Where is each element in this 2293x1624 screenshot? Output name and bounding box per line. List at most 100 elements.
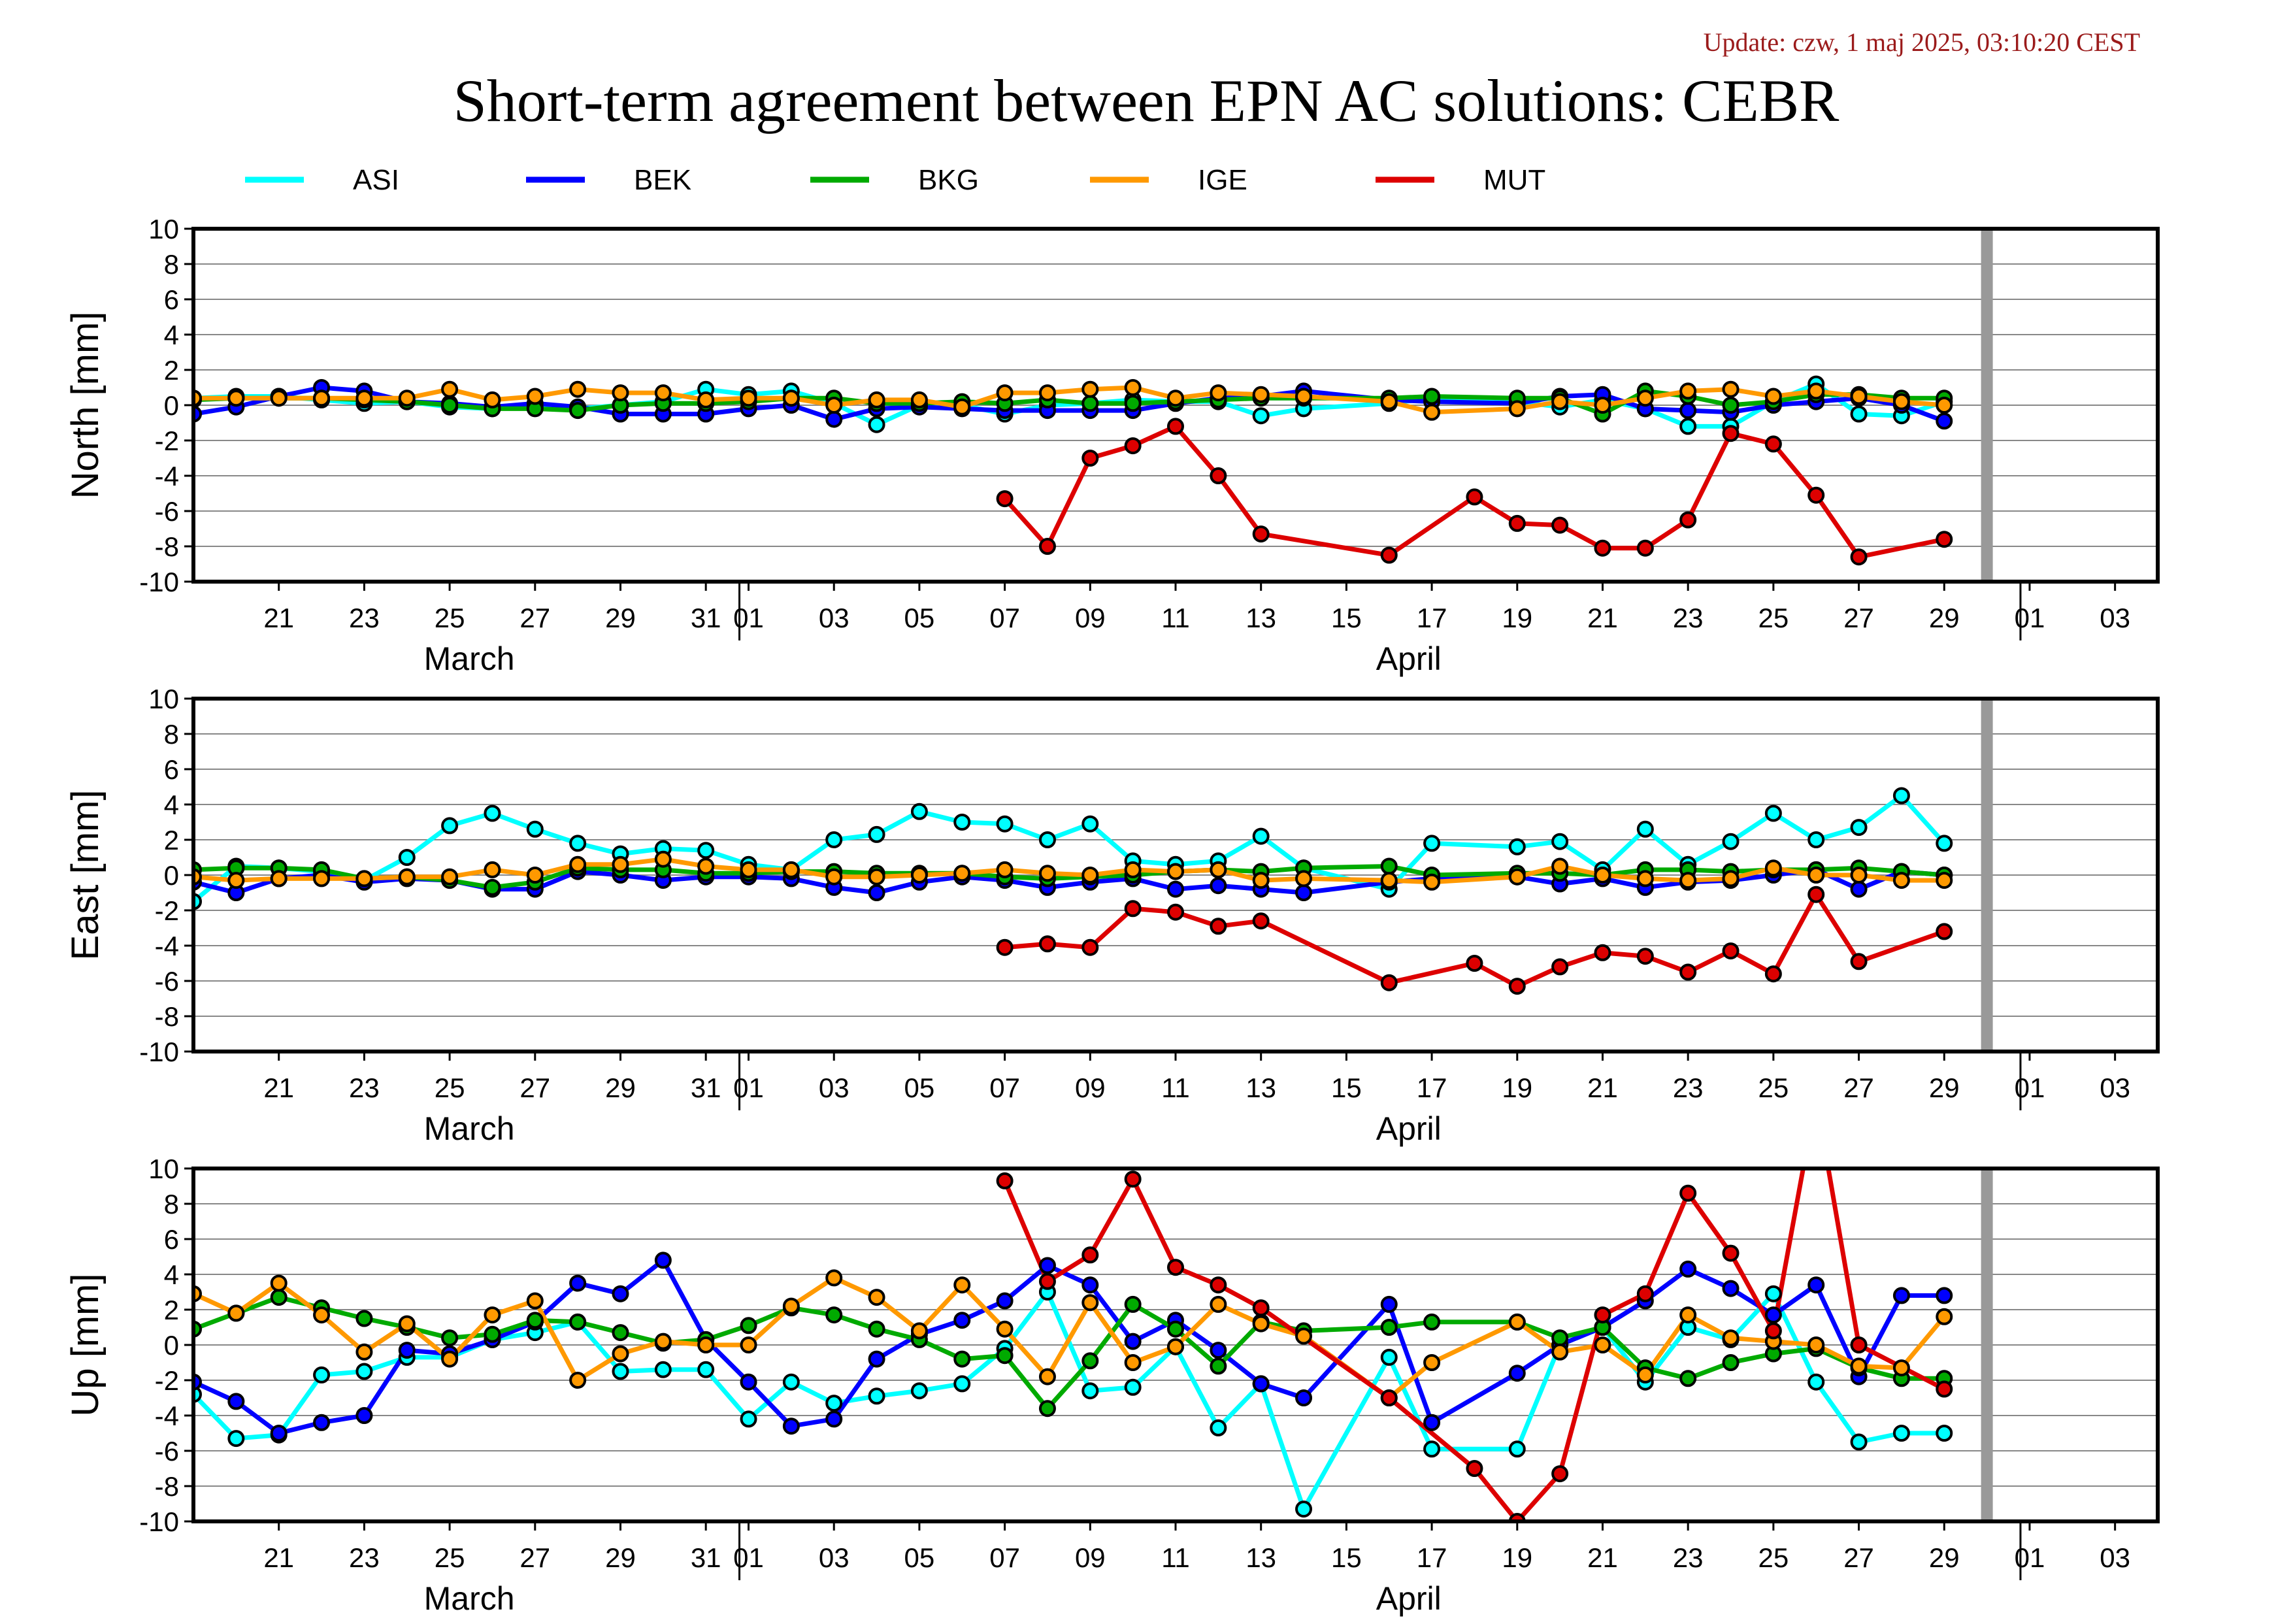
x-tick-label: 01 bbox=[733, 603, 764, 633]
data-point-mut bbox=[1551, 1465, 1569, 1483]
data-point-ige bbox=[612, 855, 629, 873]
data-point-bkg bbox=[1423, 388, 1441, 405]
x-tick-label: 11 bbox=[1161, 1542, 1190, 1573]
data-point-ige bbox=[526, 1292, 544, 1310]
data-point-bkg bbox=[526, 1312, 544, 1329]
data-point-ige bbox=[782, 1297, 800, 1315]
data-point-bkg bbox=[1551, 1329, 1569, 1347]
y-axis-label: Up [mm] bbox=[64, 1273, 107, 1416]
data-point-bkg bbox=[1210, 1357, 1227, 1375]
data-point-asi bbox=[1252, 827, 1270, 845]
data-point-mut bbox=[1551, 958, 1569, 976]
data-point-bek bbox=[1210, 1342, 1227, 1359]
y-tick-label: 4 bbox=[164, 1259, 179, 1290]
data-point-ige bbox=[355, 870, 373, 887]
data-point-ige bbox=[1807, 1336, 1825, 1353]
data-point-mut bbox=[1124, 437, 1142, 455]
data-point-bkg bbox=[740, 1317, 757, 1334]
data-point-mut bbox=[1722, 942, 1740, 960]
data-point-asi bbox=[1764, 1285, 1782, 1302]
data-point-mut bbox=[1167, 1259, 1184, 1276]
chart-title: Short-term agreement between EPN AC solu… bbox=[454, 67, 1839, 134]
data-point-ige bbox=[825, 1269, 843, 1287]
data-point-bek bbox=[1124, 1333, 1142, 1350]
data-point-mut bbox=[1850, 548, 1868, 566]
data-point-ige bbox=[1936, 1308, 1953, 1325]
y-tick-label: 8 bbox=[164, 719, 179, 750]
x-tick-label: 05 bbox=[904, 603, 935, 633]
data-point-asi bbox=[1551, 833, 1569, 850]
data-point-ige bbox=[1850, 1357, 1868, 1375]
data-point-ige bbox=[526, 388, 544, 405]
data-point-ige bbox=[441, 1350, 459, 1368]
data-point-ige bbox=[1679, 1306, 1697, 1324]
data-point-bek bbox=[1936, 412, 1953, 430]
data-point-ige bbox=[697, 1336, 715, 1353]
y-tick-label: -4 bbox=[155, 1400, 179, 1431]
x-tick-label: 07 bbox=[989, 1542, 1020, 1573]
x-tick-label: 25 bbox=[1758, 603, 1789, 633]
data-point-asi bbox=[227, 1430, 245, 1448]
data-point-ige bbox=[227, 1304, 245, 1322]
data-point-ige bbox=[227, 872, 245, 889]
y-tick-label: -2 bbox=[155, 1365, 179, 1396]
data-point-asi bbox=[1081, 815, 1099, 833]
x-tick-label: 07 bbox=[989, 1072, 1020, 1103]
data-point-asi bbox=[569, 835, 587, 852]
data-point-ige bbox=[1081, 867, 1099, 884]
x-tick-label: 27 bbox=[1843, 1072, 1874, 1103]
data-point-bek bbox=[1764, 1306, 1782, 1324]
data-point-bkg bbox=[1124, 395, 1142, 412]
data-point-asi bbox=[1423, 835, 1441, 852]
data-point-mut bbox=[1636, 1285, 1654, 1302]
x-tick-label: 07 bbox=[989, 603, 1020, 633]
data-point-ige bbox=[654, 1333, 672, 1350]
data-point-bek bbox=[1936, 1287, 1953, 1304]
x-tick-label: 27 bbox=[520, 603, 550, 633]
data-point-bek bbox=[1807, 1276, 1825, 1294]
y-tick-label: -10 bbox=[139, 567, 179, 597]
data-point-asi bbox=[1210, 1419, 1227, 1436]
data-point-mut bbox=[1380, 974, 1398, 991]
data-point-bek bbox=[868, 1350, 885, 1368]
data-point-mut bbox=[1850, 1336, 1868, 1353]
data-point-ige bbox=[996, 384, 1014, 402]
y-tick-label: -8 bbox=[155, 1001, 179, 1032]
data-point-ige bbox=[1936, 872, 1953, 889]
data-point-asi bbox=[1252, 407, 1270, 425]
series-line-ige bbox=[193, 385, 1945, 415]
data-point-ige bbox=[1380, 872, 1398, 889]
data-point-bkg bbox=[1081, 395, 1099, 412]
data-point-bkg bbox=[612, 1324, 629, 1342]
data-point-asi bbox=[740, 1410, 757, 1428]
data-point-mut bbox=[1210, 467, 1227, 484]
x-tick-label: 23 bbox=[1673, 1542, 1704, 1573]
y-tick-label: 6 bbox=[164, 1224, 179, 1255]
data-point-ige bbox=[1636, 1366, 1654, 1384]
data-point-bkg bbox=[270, 1289, 288, 1306]
data-point-mut bbox=[1936, 531, 1953, 548]
data-point-ige bbox=[697, 391, 715, 408]
update-timestamp: Update: czw, 1 maj 2025, 03:10:20 CEST bbox=[1704, 27, 2140, 57]
x-tick-label: 23 bbox=[1673, 603, 1704, 633]
data-point-ige bbox=[569, 1372, 587, 1389]
data-point-ige bbox=[1038, 865, 1056, 882]
data-point-ige bbox=[1764, 388, 1782, 405]
data-point-bek bbox=[1892, 1287, 1910, 1304]
data-point-mut bbox=[1466, 1460, 1483, 1477]
data-point-asi bbox=[1508, 1440, 1526, 1458]
data-point-bek bbox=[1252, 1375, 1270, 1393]
data-point-ige bbox=[740, 389, 757, 407]
series-group bbox=[193, 787, 1953, 995]
data-point-mut bbox=[1636, 539, 1654, 557]
x-tick-label: 21 bbox=[263, 1542, 294, 1573]
x-tick-label: 01 bbox=[733, 1542, 764, 1573]
data-point-asi bbox=[484, 804, 501, 822]
data-point-asi bbox=[1380, 1348, 1398, 1366]
data-point-bkg bbox=[1081, 1352, 1099, 1370]
legend-item-bkg: BKG bbox=[810, 164, 979, 196]
data-point-mut bbox=[996, 938, 1014, 956]
x-tick-label: 25 bbox=[435, 603, 465, 633]
data-point-ige bbox=[398, 868, 416, 886]
